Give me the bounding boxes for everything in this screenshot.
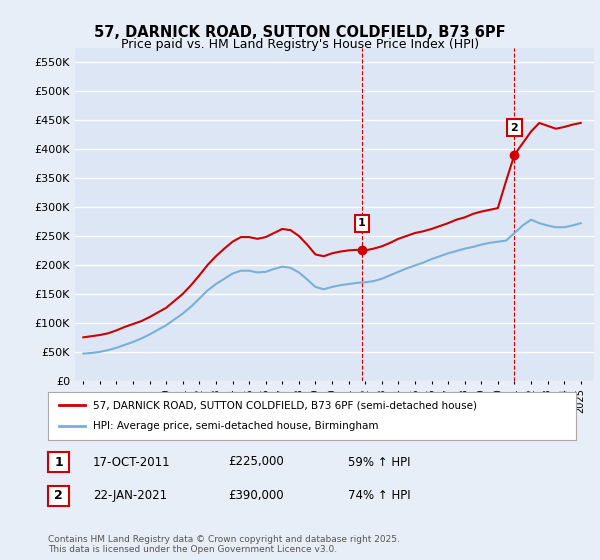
- Text: £390,000: £390,000: [228, 489, 284, 502]
- Text: 57, DARNICK ROAD, SUTTON COLDFIELD, B73 6PF (semi-detached house): 57, DARNICK ROAD, SUTTON COLDFIELD, B73 …: [93, 400, 477, 410]
- Text: Price paid vs. HM Land Registry's House Price Index (HPI): Price paid vs. HM Land Registry's House …: [121, 38, 479, 51]
- Text: 57, DARNICK ROAD, SUTTON COLDFIELD, B73 6PF: 57, DARNICK ROAD, SUTTON COLDFIELD, B73 …: [94, 25, 506, 40]
- Text: Contains HM Land Registry data © Crown copyright and database right 2025.
This d: Contains HM Land Registry data © Crown c…: [48, 535, 400, 554]
- Text: 1: 1: [358, 218, 366, 228]
- Text: 74% ↑ HPI: 74% ↑ HPI: [348, 489, 410, 502]
- Text: 59% ↑ HPI: 59% ↑ HPI: [348, 455, 410, 469]
- Text: 1: 1: [54, 455, 63, 469]
- Text: HPI: Average price, semi-detached house, Birmingham: HPI: Average price, semi-detached house,…: [93, 421, 379, 431]
- Text: 17-OCT-2011: 17-OCT-2011: [93, 455, 170, 469]
- Text: £225,000: £225,000: [228, 455, 284, 469]
- Text: 22-JAN-2021: 22-JAN-2021: [93, 489, 167, 502]
- Text: 2: 2: [54, 489, 63, 502]
- Text: 2: 2: [511, 123, 518, 133]
